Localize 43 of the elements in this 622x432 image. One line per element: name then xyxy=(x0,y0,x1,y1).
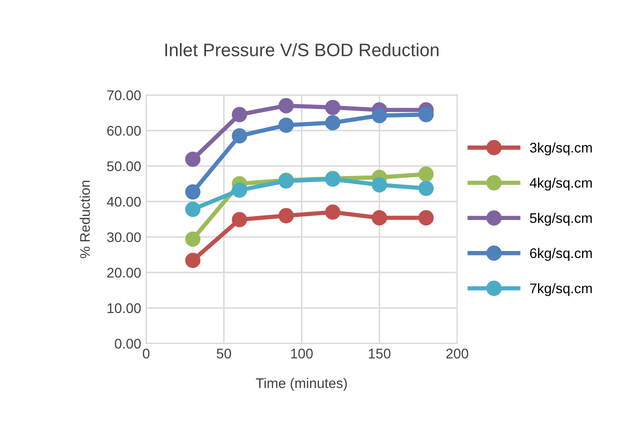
point xyxy=(418,166,434,182)
x-tick-label: 50 xyxy=(216,348,232,359)
point xyxy=(372,108,388,124)
x-tick-label: 0 xyxy=(142,348,150,359)
point xyxy=(325,100,340,116)
point xyxy=(232,128,248,144)
x-tick-label: 100 xyxy=(291,348,313,359)
point xyxy=(372,210,388,226)
y-tick-label: 60.00 xyxy=(107,126,141,136)
chart-title: Inlet Pressure V/S BOD Reduction xyxy=(165,43,438,56)
point xyxy=(418,106,434,122)
point xyxy=(232,212,248,228)
y-axis-title: % Reduction xyxy=(80,180,90,258)
legend-label: 3kg/sq.cm xyxy=(530,142,592,156)
point xyxy=(185,252,200,268)
point xyxy=(278,118,294,133)
point xyxy=(232,182,248,198)
point xyxy=(325,204,340,220)
point xyxy=(185,152,200,167)
y-tick-label: 40.00 xyxy=(106,196,141,207)
y-tick-label: 30.00 xyxy=(107,232,141,242)
point xyxy=(278,98,294,114)
point xyxy=(185,202,200,217)
legend-label: 7kg/sq.cm xyxy=(530,283,592,296)
point xyxy=(372,177,388,192)
x-tick-label: 200 xyxy=(446,348,468,359)
point xyxy=(232,106,248,122)
y-tick-label: 0.00 xyxy=(114,338,141,349)
legend-label: 6kg/sq.cm xyxy=(530,248,592,261)
y-tick-label: 10.00 xyxy=(108,303,141,314)
point xyxy=(325,115,340,130)
point xyxy=(418,210,434,226)
point xyxy=(185,231,200,247)
x-axis-title: Time (minutes) xyxy=(256,378,347,391)
point xyxy=(418,180,434,196)
y-tick-label: 70.00 xyxy=(107,90,141,100)
y-tick-label: 50.00 xyxy=(107,161,141,172)
point xyxy=(278,208,294,224)
y-tick-label: 20.00 xyxy=(107,268,141,278)
point xyxy=(185,184,200,200)
legend-label: 4kg/sq.cm xyxy=(530,178,592,191)
legend-label: 5kg/sq.cm xyxy=(530,212,592,226)
x-tick-label: 150 xyxy=(368,348,390,359)
